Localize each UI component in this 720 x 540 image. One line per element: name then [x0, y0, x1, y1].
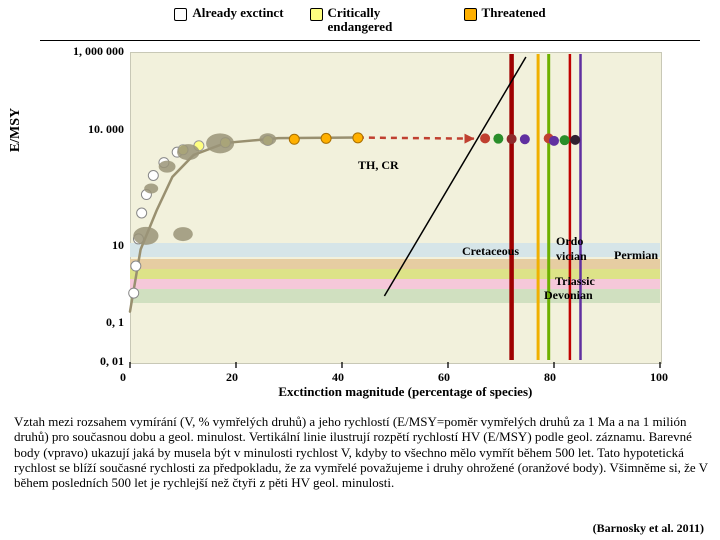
x-tick-label: 80 [544, 370, 556, 385]
y-tick-label: 0, 01 [100, 354, 124, 369]
figure-root: Already exctinct Critically endangered T… [0, 0, 720, 540]
annotation-ordo: Ordo vician [556, 234, 587, 264]
x-tick-label: 100 [650, 370, 668, 385]
y-tick-label: 10. 000 [88, 122, 124, 137]
annotation-cretaceous: Cretaceous [462, 244, 519, 259]
annotation-triassic: Triassic [555, 274, 595, 289]
annotation-permian: Permian [614, 248, 658, 263]
x-tick-label: 60 [438, 370, 450, 385]
x-tick-label: 40 [332, 370, 344, 385]
y-tick-label: 1, 000 000 [73, 44, 124, 59]
caption-text: Vztah mezi rozsahem vymírání (V, % vymře… [14, 414, 708, 491]
y-tick-label: 10 [112, 238, 124, 253]
y-tick-label: 0, 1 [106, 315, 124, 330]
annotation-th_cr: TH, CR [358, 158, 399, 173]
citation-text: (Barnosky et al. 2011) [593, 521, 704, 536]
annotation-devonian: Devonian [544, 288, 593, 303]
x-tick-label: 0 [120, 370, 126, 385]
x-axis-label: Exctinction magnitude (percentage of spe… [278, 384, 532, 400]
x-tick-label: 20 [226, 370, 238, 385]
